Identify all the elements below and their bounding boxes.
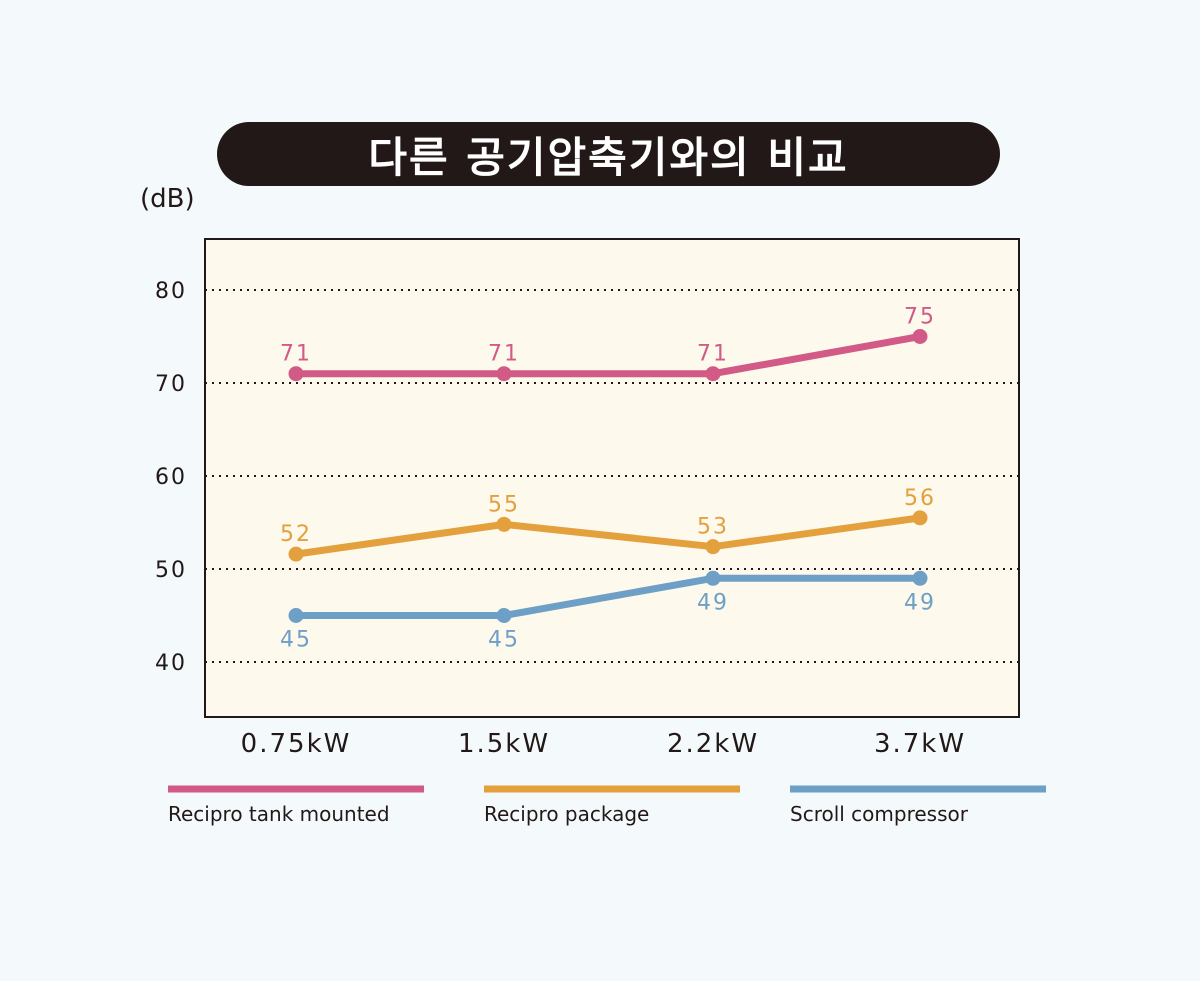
data-point bbox=[705, 366, 721, 382]
data-label: 56 bbox=[904, 486, 936, 511]
data-label: 45 bbox=[280, 628, 312, 653]
legend-label: Recipro package bbox=[484, 802, 649, 826]
data-point bbox=[912, 510, 928, 526]
data-point bbox=[288, 608, 304, 623]
x-tick-label: 1.5kW bbox=[458, 729, 550, 759]
data-point bbox=[496, 608, 512, 623]
data-point bbox=[705, 539, 721, 555]
data-point bbox=[912, 570, 928, 586]
x-axis-ticks: 0.75kW 1.5kW 2.2kW 3.7kW bbox=[241, 729, 966, 759]
data-label: 55 bbox=[488, 492, 520, 517]
y-axis-ticks: 40 50 60 70 80 bbox=[155, 279, 187, 676]
y-tick-label: 50 bbox=[155, 558, 187, 583]
data-point bbox=[288, 366, 304, 382]
data-point bbox=[912, 329, 928, 344]
y-tick-label: 80 bbox=[155, 279, 187, 304]
plot-area bbox=[204, 238, 1020, 718]
y-tick-label: 60 bbox=[155, 465, 187, 490]
data-label: 52 bbox=[280, 522, 312, 547]
series-group: 71 71 71 75 52 55 53 56 45 45 49 49 bbox=[280, 305, 936, 653]
chart-title: 다른 공기압축기와의 비교 bbox=[217, 122, 1000, 186]
data-label: 53 bbox=[697, 515, 729, 540]
data-point bbox=[705, 570, 721, 586]
x-tick-label: 0.75kW bbox=[241, 729, 352, 759]
y-tick-label: 40 bbox=[155, 651, 187, 676]
data-point bbox=[288, 546, 304, 562]
series-line bbox=[292, 333, 924, 378]
data-label: 71 bbox=[280, 342, 312, 367]
data-label: 49 bbox=[904, 590, 936, 615]
gridlines bbox=[205, 289, 1019, 663]
data-label: 75 bbox=[904, 305, 936, 330]
data-point bbox=[496, 516, 512, 532]
series-line bbox=[292, 574, 924, 619]
legend-label: Recipro tank mounted bbox=[168, 802, 390, 826]
y-axis-unit-label: (dB) bbox=[140, 184, 195, 214]
data-label: 71 bbox=[488, 342, 520, 367]
data-point bbox=[496, 366, 512, 382]
y-tick-label: 70 bbox=[155, 372, 187, 397]
x-tick-label: 2.2kW bbox=[667, 729, 759, 759]
data-label: 71 bbox=[697, 342, 729, 367]
data-label: 45 bbox=[488, 628, 520, 653]
legend-label: Scroll compressor bbox=[790, 802, 969, 826]
legend: Recipro tank mounted Recipro package Scrol… bbox=[168, 785, 1046, 826]
series-line bbox=[292, 514, 924, 558]
x-tick-label: 3.7kW bbox=[874, 729, 966, 759]
data-label: 49 bbox=[697, 590, 729, 615]
